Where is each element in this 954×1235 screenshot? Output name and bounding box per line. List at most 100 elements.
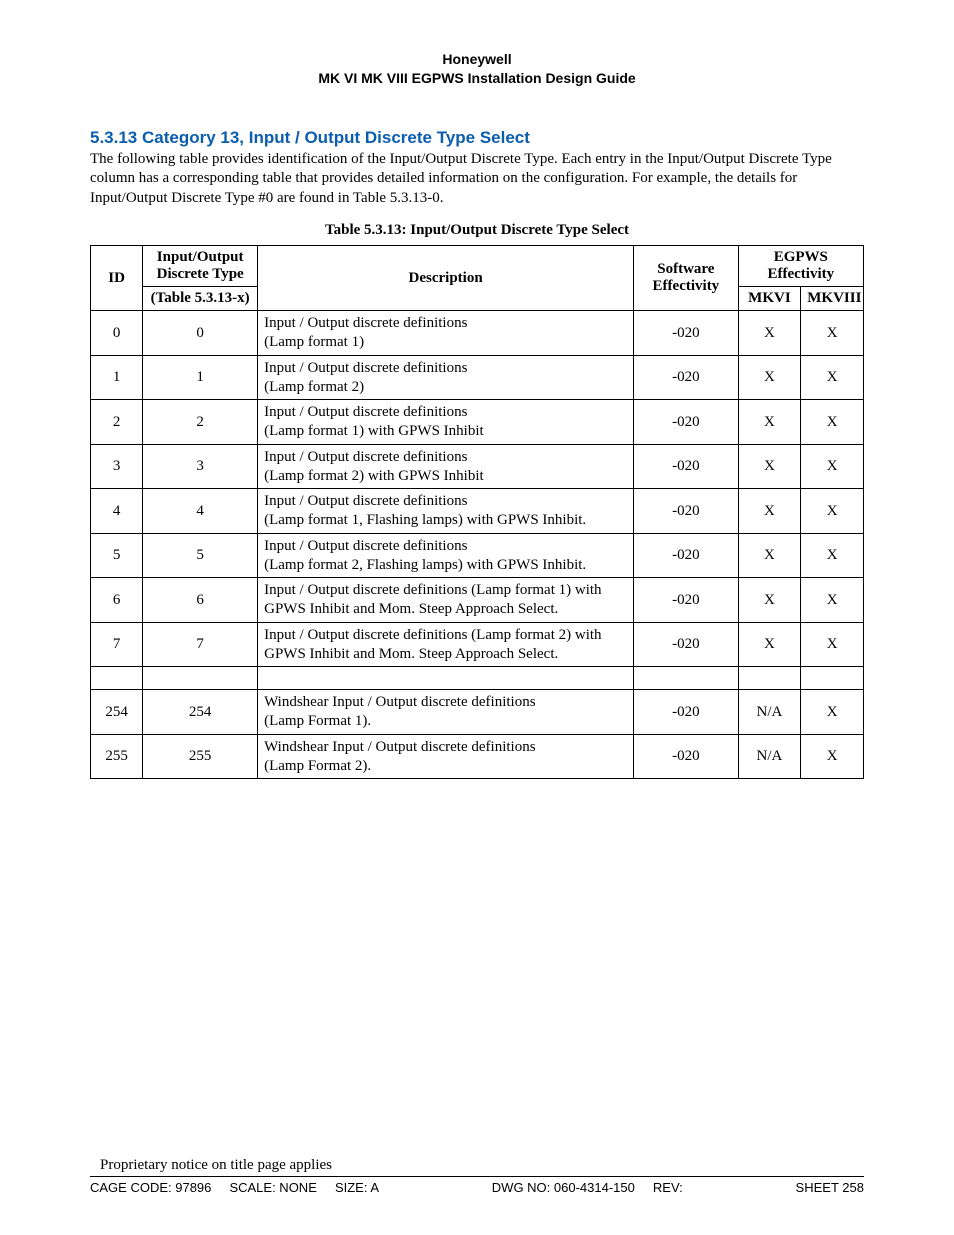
th-mkviii: MKVIII <box>801 287 864 311</box>
proprietary-notice: Proprietary notice on title page applies <box>90 1157 864 1174</box>
cell-description: Input / Output discrete definitions(Lamp… <box>258 355 634 400</box>
io-discrete-table: ID Input/Output Discrete Type Descriptio… <box>90 245 864 779</box>
spacer-cell <box>634 667 738 690</box>
cell-iod: 255 <box>143 734 258 779</box>
cell-mkviii: X <box>801 734 864 779</box>
th-egpws-l1: EGPWS <box>774 249 828 265</box>
table-row: 22Input / Output discrete definitions(La… <box>91 400 864 445</box>
th-mkvi: MKVI <box>738 287 801 311</box>
cell-mkvi: X <box>738 355 801 400</box>
cell-id: 254 <box>91 690 143 735</box>
size: SIZE: A <box>335 1180 379 1195</box>
th-egpws-l2: Effectivity <box>767 266 834 282</box>
cell-iod: 254 <box>143 690 258 735</box>
cell-description: Input / Output discrete definitions (Lam… <box>258 622 634 667</box>
table-row: 33Input / Output discrete definitions(La… <box>91 444 864 489</box>
cell-mkviii: X <box>801 311 864 356</box>
cell-description: Input / Output discrete definitions (Lam… <box>258 578 634 623</box>
cell-id: 4 <box>91 489 143 534</box>
cell-iod: 1 <box>143 355 258 400</box>
cell-iod: 4 <box>143 489 258 534</box>
cell-mkviii: X <box>801 444 864 489</box>
cell-sw: -020 <box>634 400 738 445</box>
th-iod-l2: Discrete Type <box>157 266 244 282</box>
cell-sw: -020 <box>634 734 738 779</box>
cell-sw: -020 <box>634 489 738 534</box>
cell-sw: -020 <box>634 578 738 623</box>
cell-id: 2 <box>91 400 143 445</box>
sheet-label: SHEET <box>796 1180 839 1195</box>
table-row <box>91 667 864 690</box>
cell-mkvi: N/A <box>738 690 801 735</box>
table-row: 66Input / Output discrete definitions (L… <box>91 578 864 623</box>
section-heading: 5.3.13 Category 13, Input / Output Discr… <box>90 128 864 148</box>
cell-sw: -020 <box>634 444 738 489</box>
cell-mkvi: X <box>738 578 801 623</box>
spacer-cell <box>91 667 143 690</box>
table-row: 255255Windshear Input / Output discrete … <box>91 734 864 779</box>
section-intro: The following table provides identificat… <box>90 150 864 209</box>
cell-mkviii: X <box>801 355 864 400</box>
cell-mkviii: X <box>801 489 864 534</box>
table-row: 00Input / Output discrete definitions(La… <box>91 311 864 356</box>
th-description: Description <box>258 246 634 311</box>
cell-mkvi: X <box>738 311 801 356</box>
table-caption: Table 5.3.13: Input/Output Discrete Type… <box>90 222 864 239</box>
th-sw-l2: Effectivity <box>653 278 720 294</box>
cell-iod: 2 <box>143 400 258 445</box>
cell-mkvi: X <box>738 622 801 667</box>
scale: SCALE: NONE <box>229 1180 316 1195</box>
rev: REV: <box>653 1180 683 1195</box>
cell-mkviii: X <box>801 690 864 735</box>
cell-description: Input / Output discrete definitions(Lamp… <box>258 489 634 534</box>
spacer-cell <box>801 667 864 690</box>
page-footer: Proprietary notice on title page applies… <box>90 1157 864 1195</box>
cell-id: 1 <box>91 355 143 400</box>
cell-mkvi: X <box>738 400 801 445</box>
cell-iod: 0 <box>143 311 258 356</box>
cell-mkvi: X <box>738 444 801 489</box>
cell-mkviii: X <box>801 533 864 578</box>
th-iod-l1: Input/Output <box>157 249 244 265</box>
doc-title: MK VI MK VIII EGPWS Installation Design … <box>90 69 864 88</box>
spacer-cell <box>143 667 258 690</box>
cell-id: 255 <box>91 734 143 779</box>
cell-iod: 7 <box>143 622 258 667</box>
cell-sw: -020 <box>634 533 738 578</box>
th-iod: Input/Output Discrete Type <box>143 246 258 287</box>
cell-description: Input / Output discrete definitions(Lamp… <box>258 311 634 356</box>
cell-description: Windshear Input / Output discrete defini… <box>258 690 634 735</box>
cell-id: 3 <box>91 444 143 489</box>
dwg-no: DWG NO: 060-4314-150 <box>492 1180 635 1195</box>
cell-mkviii: X <box>801 578 864 623</box>
cell-sw: -020 <box>634 311 738 356</box>
th-id: ID <box>91 246 143 311</box>
cell-id: 6 <box>91 578 143 623</box>
th-sw-l1: Software <box>657 261 714 277</box>
th-egpws: EGPWS Effectivity <box>738 246 863 287</box>
doc-header: Honeywell MK VI MK VIII EGPWS Installati… <box>90 50 864 88</box>
th-iod-sub: (Table 5.3.13-x) <box>143 287 258 311</box>
table-row: 11Input / Output discrete definitions(La… <box>91 355 864 400</box>
cell-iod: 3 <box>143 444 258 489</box>
cell-id: 7 <box>91 622 143 667</box>
spacer-cell <box>258 667 634 690</box>
cell-iod: 6 <box>143 578 258 623</box>
spacer-cell <box>738 667 801 690</box>
cage-code: CAGE CODE: 97896 <box>90 1180 211 1195</box>
table-row: 44Input / Output discrete definitions(La… <box>91 489 864 534</box>
cell-sw: -020 <box>634 690 738 735</box>
cell-id: 0 <box>91 311 143 356</box>
cell-mkvi: N/A <box>738 734 801 779</box>
table-head: ID Input/Output Discrete Type Descriptio… <box>91 246 864 311</box>
cell-sw: -020 <box>634 622 738 667</box>
footer-line: CAGE CODE: 97896 SCALE: NONE SIZE: A DWG… <box>90 1176 864 1195</box>
cell-mkviii: X <box>801 622 864 667</box>
page: Honeywell MK VI MK VIII EGPWS Installati… <box>0 0 954 1235</box>
th-sw: Software Effectivity <box>634 246 738 311</box>
cell-id: 5 <box>91 533 143 578</box>
table-row: 254254Windshear Input / Output discrete … <box>91 690 864 735</box>
table-body: 00Input / Output discrete definitions(La… <box>91 311 864 779</box>
cell-description: Windshear Input / Output discrete defini… <box>258 734 634 779</box>
cell-description: Input / Output discrete definitions(Lamp… <box>258 533 634 578</box>
